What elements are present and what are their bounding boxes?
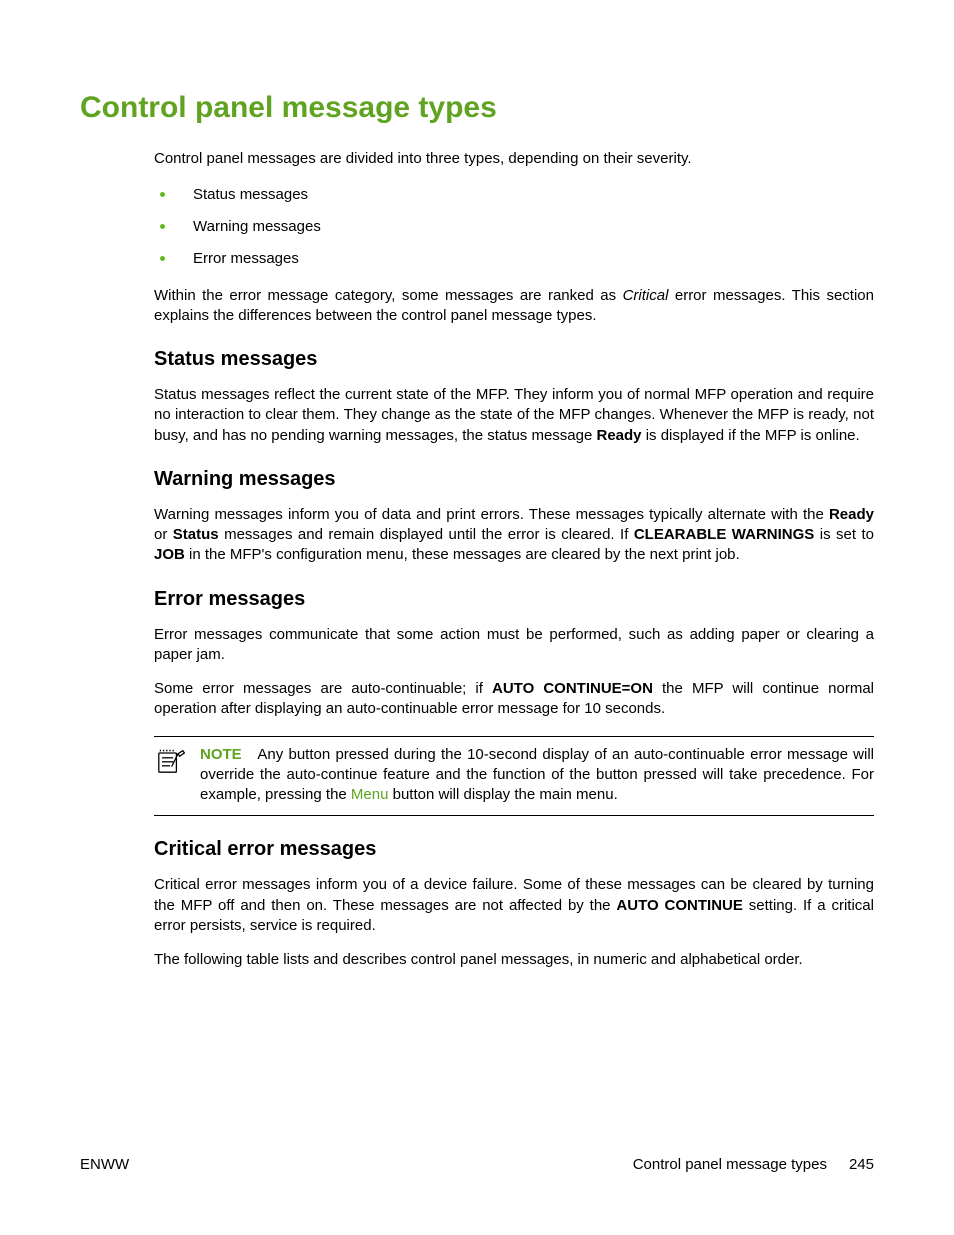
bullet-icon bbox=[160, 192, 165, 197]
footer-section-label: Control panel message types bbox=[633, 1155, 827, 1175]
warning-paragraph: Warning messages inform you of data and … bbox=[154, 505, 874, 566]
list-item: Status messages bbox=[154, 185, 874, 205]
bullet-icon bbox=[160, 256, 165, 261]
menu-link: Menu bbox=[351, 786, 389, 803]
page-title: Control panel message types bbox=[80, 88, 874, 129]
bullet-text: Status messages bbox=[193, 185, 308, 205]
list-item: Warning messages bbox=[154, 217, 874, 237]
footer-page-number: 245 bbox=[849, 1155, 874, 1175]
error-paragraph-2: Some error messages are auto-continuable… bbox=[154, 679, 874, 720]
bullet-list: Status messages Warning messages Error m… bbox=[154, 185, 874, 270]
status-paragraph: Status messages reflect the current stat… bbox=[154, 385, 874, 446]
note-label: NOTE bbox=[200, 746, 242, 763]
error-paragraph-1: Error messages communicate that some act… bbox=[154, 625, 874, 666]
critical-paragraph-2: The following table lists and describes … bbox=[154, 950, 874, 970]
footer-left: ENWW bbox=[80, 1155, 129, 1175]
bullet-text: Error messages bbox=[193, 249, 299, 269]
note-icon bbox=[154, 745, 200, 806]
section-heading-critical: Critical error messages bbox=[154, 836, 874, 863]
intro-paragraph: Control panel messages are divided into … bbox=[154, 149, 874, 169]
list-item: Error messages bbox=[154, 249, 874, 269]
section-heading-error: Error messages bbox=[154, 586, 874, 613]
critical-paragraph-1: Critical error messages inform you of a … bbox=[154, 875, 874, 936]
note-block: NOTE Any button pressed during the 10-se… bbox=[154, 736, 874, 817]
section-heading-status: Status messages bbox=[154, 346, 874, 373]
note-text: NOTE Any button pressed during the 10-se… bbox=[200, 745, 874, 806]
intro-paragraph-2: Within the error message category, some … bbox=[154, 286, 874, 327]
section-heading-warning: Warning messages bbox=[154, 466, 874, 493]
page-footer: ENWW Control panel message types 245 bbox=[80, 1155, 874, 1175]
bullet-icon bbox=[160, 224, 165, 229]
bullet-text: Warning messages bbox=[193, 217, 321, 237]
